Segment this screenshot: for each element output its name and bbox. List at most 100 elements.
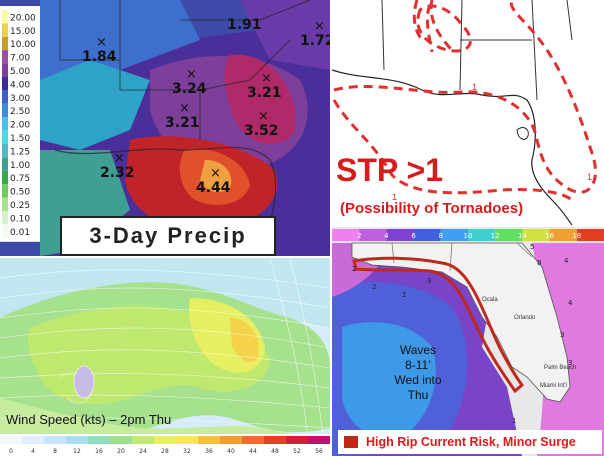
stp-title: STP >1 <box>336 152 444 188</box>
waves-scale-swatch <box>359 229 387 241</box>
waves-point-label: 4 <box>564 257 569 265</box>
precip-legend-label: 3.00 <box>10 94 30 104</box>
precip-legend-label: 5.00 <box>10 67 30 77</box>
waves-scale-swatch <box>549 229 577 241</box>
precip-legend-swatch <box>2 211 8 225</box>
waves-point-label: 3 <box>560 331 564 339</box>
wind-scale-swatch <box>154 436 176 444</box>
waves-callout-line: Waves <box>399 343 437 357</box>
precip-point-label: 3.24 <box>172 81 207 97</box>
wind-scale-tick: 8 <box>53 448 57 455</box>
precip-state-lines <box>59 0 311 140</box>
wind-caption: Wind Speed (kts) – 2pm Thu <box>6 412 172 427</box>
precip-legend-swatch <box>2 77 8 91</box>
waves-city-label: Miami Int'l <box>540 383 567 389</box>
waves-scale-swatch <box>386 229 414 241</box>
wind-scale-tick: 16 <box>95 448 103 455</box>
waves-point-label: 2 <box>352 265 356 273</box>
precip-points: 1.91 ×1.72×1.84×3.24×3.21×3.21 ×3.52×2.32 ×… <box>82 17 330 196</box>
waves-field-lightblue <box>342 322 436 438</box>
wind-scale-swatch <box>176 436 198 444</box>
precip-legend-label: 1.50 <box>10 134 30 144</box>
waves-scale-tick: 2 <box>357 232 361 240</box>
wind-map: 0 4 8 12 16 20 24 28 32 36 40 44 48 52 56 <box>0 258 330 456</box>
precip-legend-label: 0.50 <box>10 188 30 198</box>
wind-scale-swatch <box>220 436 242 444</box>
stp-contour-inner <box>425 4 434 53</box>
waves-scale-tick: 4 <box>384 232 389 240</box>
precip-legend-swatch <box>2 197 8 211</box>
waves-point-label: 3 <box>427 277 431 285</box>
wind-scale-swatch <box>132 436 154 444</box>
precip-legend-label: 4.00 <box>10 80 30 90</box>
wind-scale-swatch <box>22 436 44 444</box>
wind-scale-swatch <box>110 436 132 444</box>
precip-field-magenta <box>224 54 296 144</box>
waves-risk-outline <box>352 256 525 394</box>
precip-legend-swatch <box>2 224 8 238</box>
waves-scale-swatch <box>495 229 523 241</box>
waves-scale-swatch <box>522 229 550 241</box>
precip-field-cyan <box>40 60 150 150</box>
precip-legend-label: 1.00 <box>10 161 30 171</box>
waves-point-label: 5 <box>530 243 534 251</box>
waves-point-label: 1 <box>512 417 516 425</box>
wind-scale-tick: 52 <box>293 448 301 455</box>
wind-scale-tick: 4 <box>31 448 35 455</box>
precip-legend-swatch <box>2 10 8 24</box>
wind-scale-tick: 32 <box>183 448 191 455</box>
wind-scale-swatch <box>66 436 88 444</box>
precip-legend-label: 0.75 <box>10 174 30 184</box>
precip-legend-label: 10.00 <box>10 40 36 50</box>
precip-title-box: 3-Day Precip <box>60 216 276 256</box>
wind-scale-swatch <box>264 436 286 444</box>
waves-point-label: 1 <box>402 291 406 299</box>
wind-scale-tick: 56 <box>315 448 323 455</box>
precip-legend-swatch <box>2 117 8 131</box>
waves-scale-swatch <box>576 229 604 241</box>
wind-scale-tick: 36 <box>205 448 213 455</box>
waves-scale-tick: 10 <box>464 232 473 240</box>
wind-scale-tick: 0 <box>9 448 13 455</box>
precip-point-label: 1.91 <box>227 17 262 33</box>
stp-contour-label: 1 <box>587 172 592 182</box>
precip-legend-label: 1.25 <box>10 147 30 157</box>
precip-point-label: 3.21 <box>165 115 200 131</box>
wind-panel: 0 4 8 12 16 20 24 28 32 36 40 44 48 52 56 Wind Speed (… <box>0 258 330 456</box>
precip-legend-swatch <box>2 103 8 118</box>
precip-point-label: 4.44 <box>196 180 231 196</box>
precip-point-marker: × <box>186 67 197 82</box>
precip-point-label: 1.84 <box>82 49 117 65</box>
waves-scale-swatch <box>332 229 360 241</box>
precip-legend-swatch <box>2 184 8 198</box>
wind-scale-swatch <box>0 436 22 444</box>
wind-scale-swatch <box>242 436 264 444</box>
precip-point-label: 2.32 <box>100 165 135 181</box>
precip-map: 20.00 15.00 10.00 7.00 5.00 4.00 3.00 2.50 2.00 1… <box>0 0 330 256</box>
waves-scale-tick: 8 <box>439 232 443 240</box>
precip-point-label: 3.21 <box>247 85 282 101</box>
waves-map: 2 4 6 8 10 12 14 16 18 Ocala Orlando Palm Beach … <box>332 227 604 456</box>
wind-scale-tick: 20 <box>117 448 125 455</box>
wind-scale-swatch <box>44 436 66 444</box>
stp-coastline <box>332 69 573 225</box>
risk-swatch <box>344 436 358 448</box>
wind-streamlines <box>0 258 330 456</box>
precip-point-label: 3.52 <box>244 123 279 139</box>
precip-legend-swatch <box>2 157 8 171</box>
waves-point-label: 8 <box>537 259 541 267</box>
waves-city-label: Palm Beach <box>544 365 576 371</box>
precip-point-marker: × <box>210 166 221 181</box>
stp-background <box>332 0 604 225</box>
stp-panel: 1 1 1 STP >1 (Possibility of Tornadoes) <box>332 0 604 225</box>
waves-point-label: 4 <box>568 299 573 307</box>
wind-field-light <box>0 258 330 328</box>
stp-state-lines <box>381 0 573 101</box>
wind-scale-tick: 28 <box>161 448 169 455</box>
precip-legend-label: 7.00 <box>10 54 30 64</box>
waves-callout-line: Thu <box>407 388 429 402</box>
precip-point-marker: × <box>314 19 325 34</box>
waves-legend-box: High Rip Current Risk, Minor Surge <box>338 430 602 454</box>
wind-low-center <box>73 365 95 399</box>
waves-scale-tick: 18 <box>572 232 581 240</box>
